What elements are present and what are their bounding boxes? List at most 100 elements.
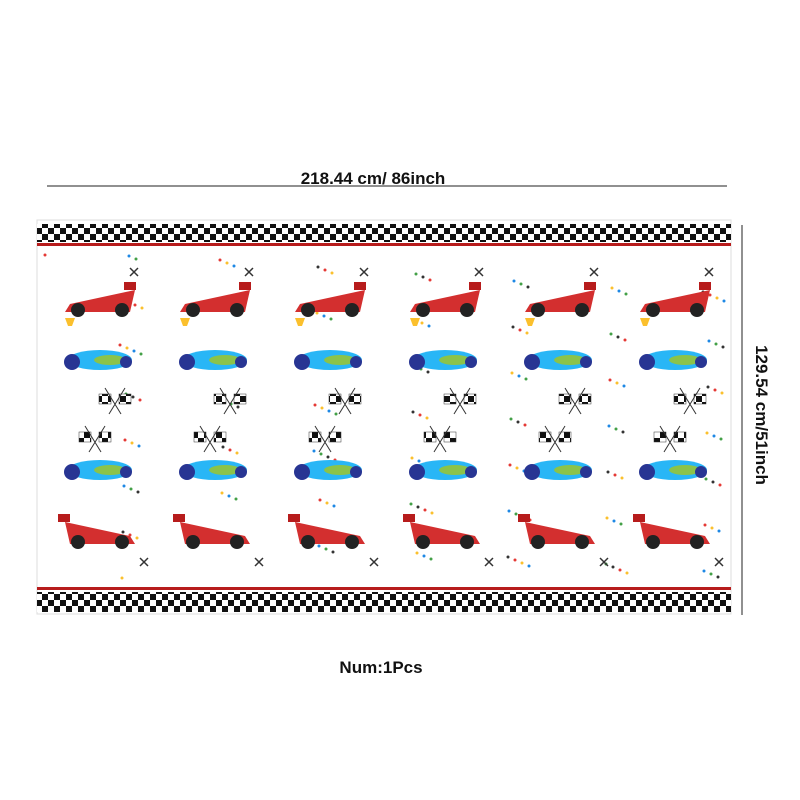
trophy [410, 318, 420, 326]
confetti [707, 339, 711, 343]
confetti [123, 438, 127, 442]
wheel [531, 535, 545, 549]
quantity-label: Num:1Pcs [339, 658, 422, 677]
confetti [227, 494, 231, 498]
car-wing [584, 282, 596, 290]
confetti [422, 554, 426, 558]
car-wing [173, 514, 185, 522]
confetti [520, 561, 524, 565]
confetti [722, 299, 726, 303]
confetti [423, 508, 427, 512]
confetti [608, 378, 612, 382]
confetti [319, 452, 323, 456]
confetti [312, 449, 316, 453]
confetti [421, 275, 425, 279]
wheel [580, 356, 592, 368]
confetti [622, 384, 626, 388]
confetti [620, 476, 624, 480]
car-wing [469, 282, 481, 290]
wheel [639, 354, 655, 370]
confetti [625, 571, 629, 575]
flag-pole [568, 387, 586, 415]
confetti [414, 272, 418, 276]
car-wing [403, 514, 415, 522]
car-wing [288, 514, 300, 522]
confetti [714, 342, 718, 346]
wheel [345, 535, 359, 549]
confetti [410, 456, 414, 460]
confetti [415, 551, 419, 555]
flag-pole [683, 387, 701, 415]
confetti [507, 509, 511, 513]
confetti [220, 491, 224, 495]
confetti [621, 430, 625, 434]
confetti [127, 254, 131, 258]
confetti [135, 536, 139, 540]
confetti [619, 522, 623, 526]
confetti [711, 480, 715, 484]
wheel [416, 535, 430, 549]
wheel [294, 464, 310, 480]
confetti [235, 451, 239, 455]
flag-pole [223, 387, 241, 415]
confetti [330, 271, 334, 275]
flag-pole [203, 425, 221, 453]
wheel [186, 535, 200, 549]
wheel [230, 303, 244, 317]
wheel [524, 464, 540, 480]
confetti [527, 564, 531, 568]
confetti [519, 282, 523, 286]
flag [673, 393, 687, 405]
confetti [427, 324, 431, 328]
confetti [706, 385, 710, 389]
car-wing [633, 514, 645, 522]
width-label: 218.44 cm/ 86inch [301, 169, 446, 188]
cross [369, 557, 379, 567]
red-stripe-bottom [37, 587, 731, 590]
flag-pole [663, 425, 681, 453]
confetti [512, 279, 516, 283]
checker-bottom [37, 592, 731, 612]
flag [443, 431, 457, 443]
wheel [690, 303, 704, 317]
cross [359, 267, 369, 277]
flag [443, 393, 457, 405]
confetti [510, 371, 514, 375]
confetti [514, 512, 518, 516]
confetti [712, 434, 716, 438]
car-stripe [209, 355, 241, 365]
confetti [717, 529, 721, 533]
wheel [120, 356, 132, 368]
confetti [610, 286, 614, 290]
trophy [640, 318, 650, 326]
confetti [526, 285, 530, 289]
confetti [118, 343, 122, 347]
flag-pole [564, 387, 582, 415]
confetti [122, 484, 126, 488]
confetti [315, 311, 319, 315]
confetti [618, 568, 622, 572]
confetti [132, 349, 136, 353]
car-stripe [94, 465, 126, 475]
confetti [606, 470, 610, 474]
wheel [690, 535, 704, 549]
wheel [460, 303, 474, 317]
trophy [525, 318, 535, 326]
wheel [301, 303, 315, 317]
cross [704, 267, 714, 277]
confetti [426, 370, 430, 374]
confetti [125, 346, 129, 350]
wheel [575, 535, 589, 549]
wheel [71, 303, 85, 317]
confetti [624, 292, 628, 296]
flag [213, 393, 227, 405]
confetti [138, 398, 142, 402]
wheel [345, 303, 359, 317]
flag-pole [318, 425, 336, 453]
confetti [612, 519, 616, 523]
tablecloth [36, 219, 732, 615]
confetti [428, 278, 432, 282]
car-wing [124, 282, 136, 290]
wheel [646, 303, 660, 317]
flag [558, 431, 572, 443]
